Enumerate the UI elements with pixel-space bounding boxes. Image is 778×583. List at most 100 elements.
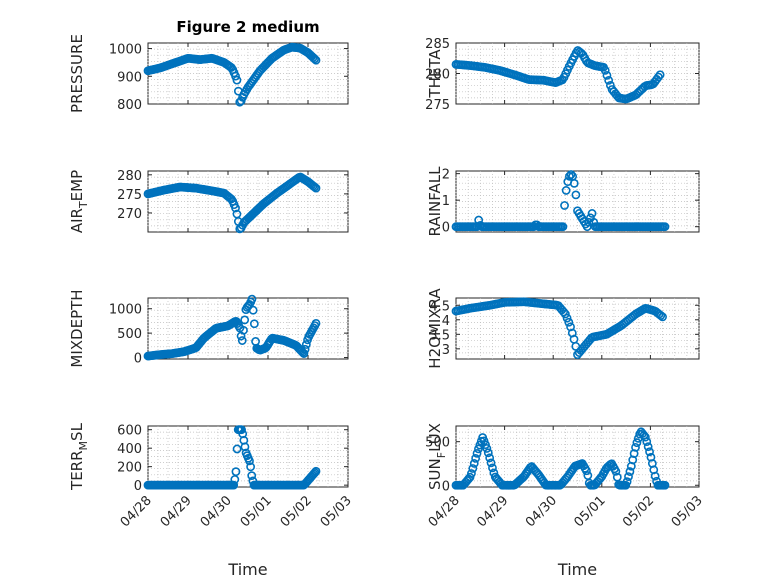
- data-point: [622, 477, 632, 487]
- data-point: [483, 448, 493, 458]
- data-point: [565, 171, 574, 181]
- data-point: [560, 309, 570, 319]
- y-tick-label: 400: [117, 442, 142, 457]
- data-point: [640, 432, 650, 442]
- data-point: [301, 340, 311, 349]
- data-point: [310, 182, 319, 192]
- data-point: [632, 438, 642, 448]
- data-point: [660, 222, 670, 232]
- data-point: [311, 466, 321, 476]
- data-point: [624, 472, 633, 482]
- data-point: [564, 317, 574, 327]
- data-point: [600, 65, 610, 75]
- data-point: [474, 215, 484, 225]
- y-tick-label: 285: [425, 37, 450, 52]
- data-point: [245, 456, 254, 466]
- data-point: [482, 444, 492, 453]
- data-point: [558, 222, 568, 232]
- data-point: [246, 462, 256, 472]
- data-point: [471, 454, 481, 463]
- data-point: [655, 70, 665, 80]
- data-point: [469, 459, 479, 468]
- y-tick-label: 200: [117, 461, 142, 476]
- data-point: [468, 464, 478, 473]
- y-axis-label: TERRMSL: [68, 422, 90, 491]
- data-point: [650, 471, 660, 481]
- data-point: [247, 471, 257, 481]
- data-point: [645, 447, 654, 457]
- y-tick-label: 600: [117, 424, 142, 439]
- figure-title: Figure 2 medium: [176, 18, 319, 36]
- y-tick-label: 1: [442, 194, 450, 209]
- y-tick-label: 500: [117, 327, 142, 342]
- data-point: [229, 480, 239, 490]
- y-axis-label: SUNFLUX: [426, 423, 448, 490]
- data-point: [562, 313, 572, 323]
- data-point: [571, 190, 581, 200]
- x-axis-label: Time: [557, 560, 597, 579]
- y-axis-label: RAINFALL: [426, 166, 444, 237]
- data-point: [642, 437, 652, 447]
- data-point: [472, 448, 482, 458]
- data-point: [248, 305, 258, 315]
- data-point: [311, 183, 321, 193]
- y-tick-label: 280: [425, 68, 450, 83]
- data-point: [658, 312, 667, 322]
- y-tick-label: 1000: [109, 43, 142, 58]
- data-point: [300, 344, 310, 354]
- y-tick-label: 0: [134, 479, 142, 494]
- data-point: [467, 469, 476, 478]
- data-point: [582, 466, 591, 476]
- y-tick-label: 3: [442, 343, 450, 358]
- data-point: [631, 442, 640, 452]
- data-point: [232, 75, 242, 85]
- y-tick-label: 4.5: [429, 299, 450, 314]
- data-point: [587, 209, 597, 218]
- data-point: [584, 217, 594, 227]
- data-point: [249, 319, 259, 329]
- y-axis-label: THETA: [426, 49, 444, 99]
- y-tick-label: 270: [117, 207, 142, 222]
- y-tick-label: 280: [117, 169, 142, 184]
- data-point: [582, 222, 592, 232]
- data-point: [240, 442, 250, 452]
- y-tick-label: 4: [442, 314, 450, 329]
- data-point: [602, 70, 612, 80]
- data-point: [488, 463, 497, 473]
- y-axis-label: MIXDEPTH: [68, 289, 86, 367]
- data-point: [237, 336, 247, 345]
- data-point: [611, 466, 621, 476]
- data-point: [656, 311, 666, 320]
- data-point: [625, 467, 635, 476]
- y-tick-label: 900: [117, 70, 142, 85]
- y-axis-label: PRESSURE: [68, 34, 86, 113]
- data-point: [310, 54, 319, 64]
- data-point: [299, 349, 309, 358]
- y-tick-label: 275: [117, 188, 142, 203]
- y-tick-label: 800: [117, 98, 142, 113]
- y-tick-label: 0: [442, 479, 450, 494]
- data-point: [485, 453, 495, 463]
- data-point: [311, 318, 321, 328]
- subplot-mixdepth: 0 500 1000 MIXDEPTH: [68, 289, 349, 368]
- data-point: [604, 75, 614, 85]
- data-point: [643, 442, 653, 452]
- data-point: [566, 170, 576, 179]
- data-point: [310, 468, 320, 477]
- y-tick-label: 1000: [109, 303, 142, 318]
- data-point: [240, 315, 250, 325]
- y-tick-label: 3.5: [429, 328, 450, 343]
- data-point: [569, 178, 579, 188]
- data-point: [239, 325, 248, 335]
- data-point: [560, 201, 569, 210]
- subplot-air_temp: 270 275 280 AIRTEMP: [68, 169, 349, 234]
- y-tick-label: 2: [442, 168, 450, 183]
- y-tick-label: 500: [425, 436, 450, 451]
- subplot-pressure: 800 900 1000 PRESSURE Figure 2 medium: [68, 18, 349, 113]
- y-tick-label: 275: [425, 98, 450, 113]
- data-point: [247, 294, 257, 304]
- y-axis-label: AIRTEMP: [68, 170, 90, 233]
